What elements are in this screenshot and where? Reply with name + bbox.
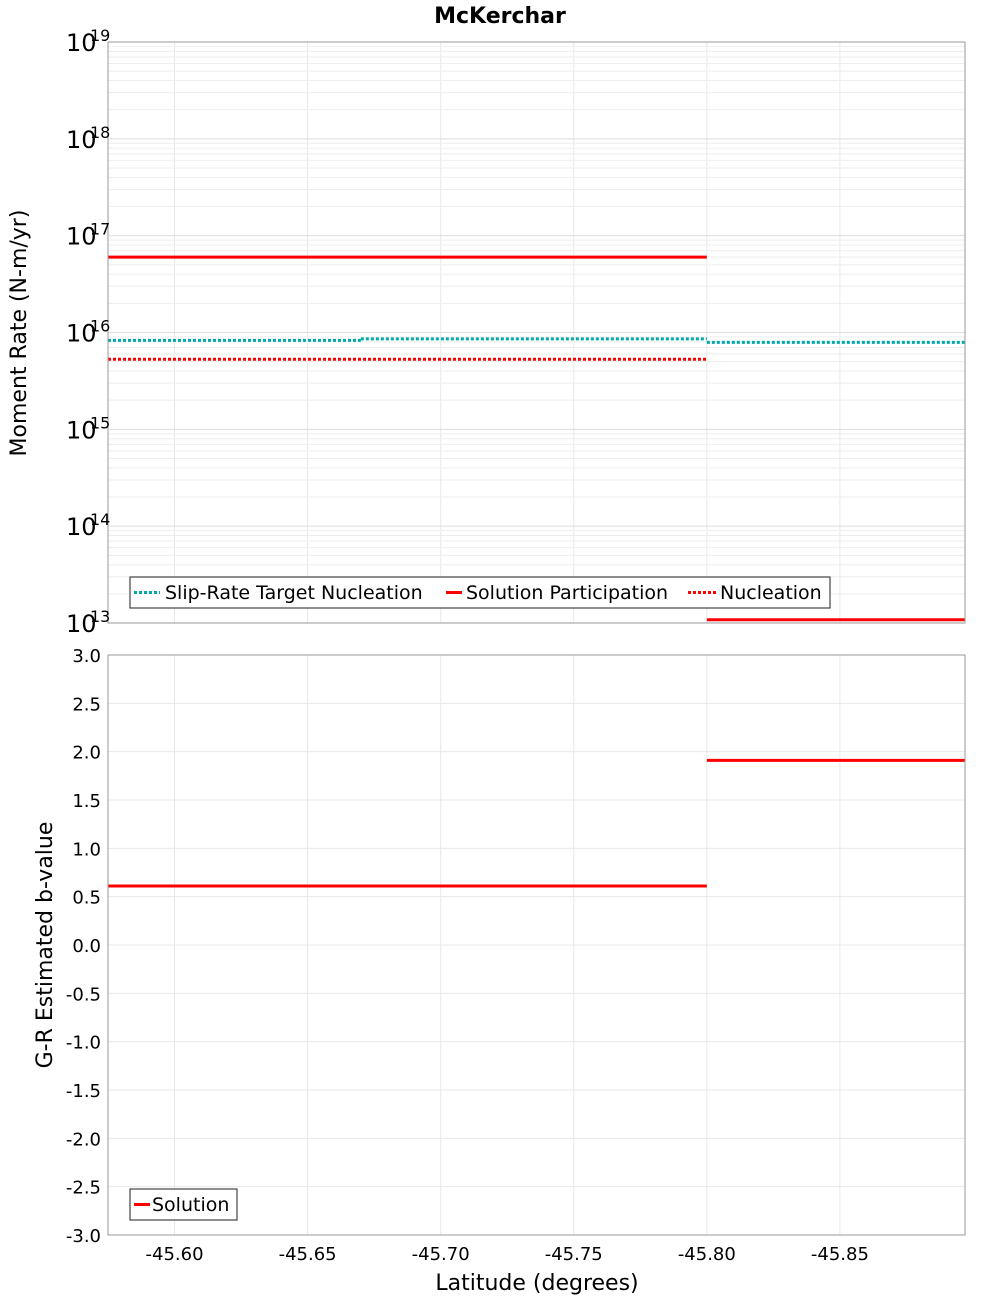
- bottom-y-tick-labels: 3.0 2.5 2.0 1.5 1.0 0.5 0.0 -0.5 -1.0 -1.5 -2.0 -2.…: [66, 646, 101, 1247]
- bottom-y-tick-label: 3.0: [72, 646, 101, 667]
- top-plot-frame: [107, 41, 966, 624]
- x-tick-label: -45.65: [279, 1244, 337, 1265]
- bottom-y-tick-label: -2.5: [66, 1178, 101, 1199]
- x-axis-label: Latitude (degrees): [435, 1271, 638, 1296]
- bottom-y-tick-label: -0.5: [66, 984, 101, 1005]
- top-y-tick-exponent: 16: [90, 317, 110, 336]
- bottom-y-tick-label: 0.5: [72, 888, 101, 909]
- b-value-panel: 3.0 2.5 2.0 1.5 1.0 0.5 0.0 -0.5 -1.0 -1.5 -2.0 -2.…: [33, 646, 966, 1296]
- bottom-y-tick-label: -2.0: [66, 1129, 101, 1150]
- top-y-tick-exponent: 17: [90, 220, 110, 239]
- top-y-tick-base: 10: [66, 320, 97, 348]
- top-y-axis-label: Moment Rate (N-m/yr): [7, 210, 32, 457]
- bottom-y-tick-label: -3.0: [66, 1226, 101, 1247]
- bottom-legend: Solution: [129, 1188, 238, 1221]
- x-tick-label: -45.75: [545, 1244, 603, 1265]
- top-legend: Slip-Rate Target Nucleation Solution Par…: [129, 576, 831, 609]
- top-y-tick-base: 10: [66, 513, 97, 541]
- legend-label-slip-rate-target: Slip-Rate Target Nucleation: [165, 582, 423, 604]
- x-tick-label: -45.85: [811, 1244, 869, 1265]
- chart-title: McKerchar: [434, 4, 566, 29]
- bottom-y-tick-label: 1.0: [72, 839, 101, 860]
- bottom-y-tick-label: 2.5: [72, 694, 101, 715]
- x-tick-label: -45.60: [146, 1244, 204, 1265]
- top-y-tick-exponent: 14: [90, 510, 110, 529]
- bottom-y-tick-label: 0.0: [72, 936, 101, 957]
- top-y-tick-base: 10: [66, 126, 97, 154]
- legend-label-solution-participation: Solution Participation: [466, 582, 668, 604]
- top-y-tick-base: 10: [66, 416, 97, 444]
- top-y-tick-exponent: 15: [90, 413, 110, 432]
- bottom-plot-frame: [107, 654, 966, 1236]
- top-y-tick-base: 10: [66, 223, 97, 251]
- top-y-tick-exponent: 13: [90, 607, 110, 626]
- top-y-tick-base: 10: [66, 29, 97, 57]
- bottom-series-group: [108, 758, 965, 888]
- bottom-x-tick-labels: -45.60 -45.65 -45.70 -45.75 -45.80 -45.85: [146, 1244, 869, 1265]
- top-y-tick-base: 10: [66, 610, 97, 638]
- bottom-y-tick-label: 1.5: [72, 791, 101, 812]
- x-tick-label: -45.70: [412, 1244, 470, 1265]
- legend-label-solution: Solution: [152, 1194, 229, 1216]
- top-series-group: [108, 255, 965, 622]
- bottom-y-tick-label: -1.5: [66, 1081, 101, 1102]
- top-y-tick-exponent: 19: [90, 26, 110, 45]
- legend-label-nucleation: Nucleation: [720, 582, 822, 604]
- bottom-y-tick-label: -1.0: [66, 1033, 101, 1054]
- bottom-y-axis-label: G-R Estimated b-value: [33, 822, 58, 1069]
- bottom-y-tick-label: 2.0: [72, 743, 101, 764]
- top-y-tick-exponent: 18: [90, 123, 110, 142]
- x-tick-label: -45.80: [678, 1244, 736, 1265]
